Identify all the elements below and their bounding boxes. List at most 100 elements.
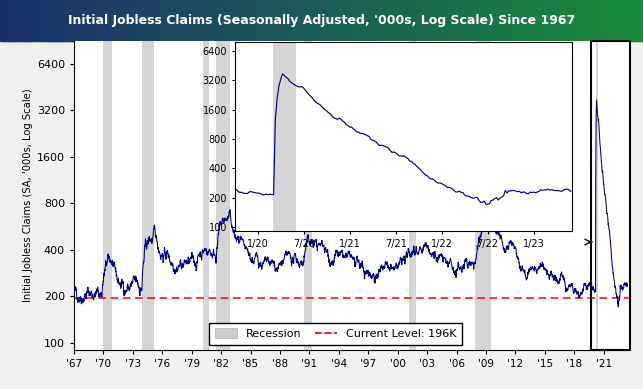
Bar <box>261 0 265 41</box>
Bar <box>385 0 388 41</box>
Bar <box>150 0 154 41</box>
Bar <box>291 0 295 41</box>
Bar <box>588 0 592 41</box>
Bar <box>601 0 604 41</box>
Bar <box>640 0 643 41</box>
Bar <box>224 0 228 41</box>
Bar <box>125 0 129 41</box>
Bar <box>638 0 642 41</box>
Bar <box>136 0 140 41</box>
Bar <box>213 0 217 41</box>
Bar <box>148 0 152 41</box>
Bar <box>354 0 358 41</box>
Bar <box>465 0 469 41</box>
Bar <box>73 0 77 41</box>
Bar <box>58 0 62 41</box>
Bar <box>500 0 503 41</box>
Bar <box>294 0 298 41</box>
Bar <box>412 0 416 41</box>
Bar <box>485 0 489 41</box>
Bar <box>583 0 586 41</box>
Bar <box>369 0 373 41</box>
Bar <box>397 0 401 41</box>
Bar <box>487 0 491 41</box>
Bar <box>480 0 484 41</box>
Bar <box>83 0 87 41</box>
Bar <box>231 0 235 41</box>
Bar <box>389 0 393 41</box>
Bar <box>422 0 426 41</box>
Bar <box>550 0 554 41</box>
Bar <box>208 0 212 41</box>
Bar <box>475 0 478 41</box>
Bar <box>437 0 441 41</box>
Bar <box>171 0 175 41</box>
Bar <box>608 0 611 41</box>
Y-axis label: Initial Jobless Claims (SA, '000s, Log Scale): Initial Jobless Claims (SA, '000s, Log S… <box>23 89 33 302</box>
Bar <box>113 0 117 41</box>
Bar <box>116 0 120 41</box>
Bar <box>417 0 421 41</box>
Bar <box>341 0 345 41</box>
Bar <box>575 0 579 41</box>
Bar <box>505 0 509 41</box>
Bar <box>372 0 376 41</box>
Bar <box>30 0 34 41</box>
Bar <box>618 0 622 41</box>
Bar <box>233 0 237 41</box>
Bar <box>186 0 190 41</box>
Bar <box>352 0 356 41</box>
Bar <box>194 0 197 41</box>
Bar <box>364 0 368 41</box>
Bar <box>332 0 336 41</box>
Bar <box>105 0 109 41</box>
Bar <box>515 0 519 41</box>
Bar <box>432 0 436 41</box>
Bar <box>359 0 363 41</box>
Bar <box>100 0 104 41</box>
Bar <box>309 0 312 41</box>
Bar <box>163 0 167 41</box>
Bar <box>447 0 451 41</box>
Bar <box>305 41 312 350</box>
Bar <box>282 0 285 41</box>
Bar <box>219 0 222 41</box>
Bar <box>560 0 564 41</box>
Bar <box>311 0 315 41</box>
Bar <box>402 0 406 41</box>
Bar <box>236 0 240 41</box>
Bar <box>520 0 524 41</box>
Bar <box>271 0 275 41</box>
Bar <box>188 0 192 41</box>
Bar <box>444 0 448 41</box>
Bar <box>605 0 609 41</box>
Bar <box>374 0 378 41</box>
Bar <box>603 0 606 41</box>
Bar <box>585 0 589 41</box>
Bar <box>510 0 514 41</box>
Bar <box>490 0 494 41</box>
Bar <box>40 0 44 41</box>
Bar <box>286 0 290 41</box>
Bar <box>98 0 102 41</box>
Bar <box>467 0 471 41</box>
Bar <box>460 0 464 41</box>
Bar <box>289 0 293 41</box>
Bar <box>623 0 627 41</box>
Bar <box>166 0 170 41</box>
Bar <box>349 0 353 41</box>
Bar <box>156 0 159 41</box>
Bar <box>530 0 534 41</box>
Bar <box>133 0 137 41</box>
Bar <box>103 0 107 41</box>
Bar <box>457 0 461 41</box>
Bar <box>161 0 165 41</box>
Bar <box>203 41 209 350</box>
Bar <box>183 0 187 41</box>
Bar <box>0 0 4 41</box>
Bar <box>216 41 230 350</box>
Bar <box>153 0 157 41</box>
Bar <box>307 0 310 41</box>
Bar <box>131 0 134 41</box>
Bar <box>279 0 283 41</box>
